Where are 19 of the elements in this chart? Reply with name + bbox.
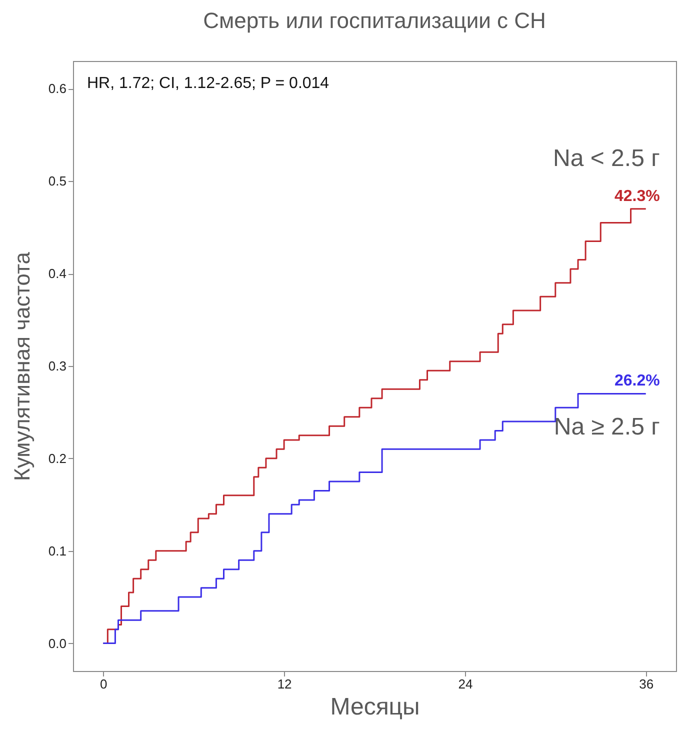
x-tick-label: 24 [458,676,473,692]
y-tick-label: 0.4 [48,266,66,282]
x-tick-label: 36 [639,676,654,692]
y-tick-label: 0.3 [48,358,66,374]
y-axis-title: Кумулятивная частота [9,251,34,482]
annotation: 26.2% [614,372,660,390]
y-tick-label: 0.5 [48,174,66,189]
y-tick-label: 0.6 [48,81,66,96]
series-label: Na < 2.5 г [553,144,660,172]
y-tick-label: 0.0 [48,636,66,651]
x-tick-label: 12 [277,676,292,692]
chart-title: Смерть или госпитализации с СН [203,8,546,33]
series-label: Na ≥ 2.5 г [554,414,660,441]
annotation: 42.3% [614,188,660,205]
x-axis-title: Месяцы [330,694,420,720]
y-tick-label: 0.1 [48,543,66,558]
x-tick-label: 0 [100,676,108,692]
y-tick-label: 0.2 [48,450,66,466]
annotation: HR, 1.72; CI, 1.12-2.65; P = 0.014 [87,75,330,92]
